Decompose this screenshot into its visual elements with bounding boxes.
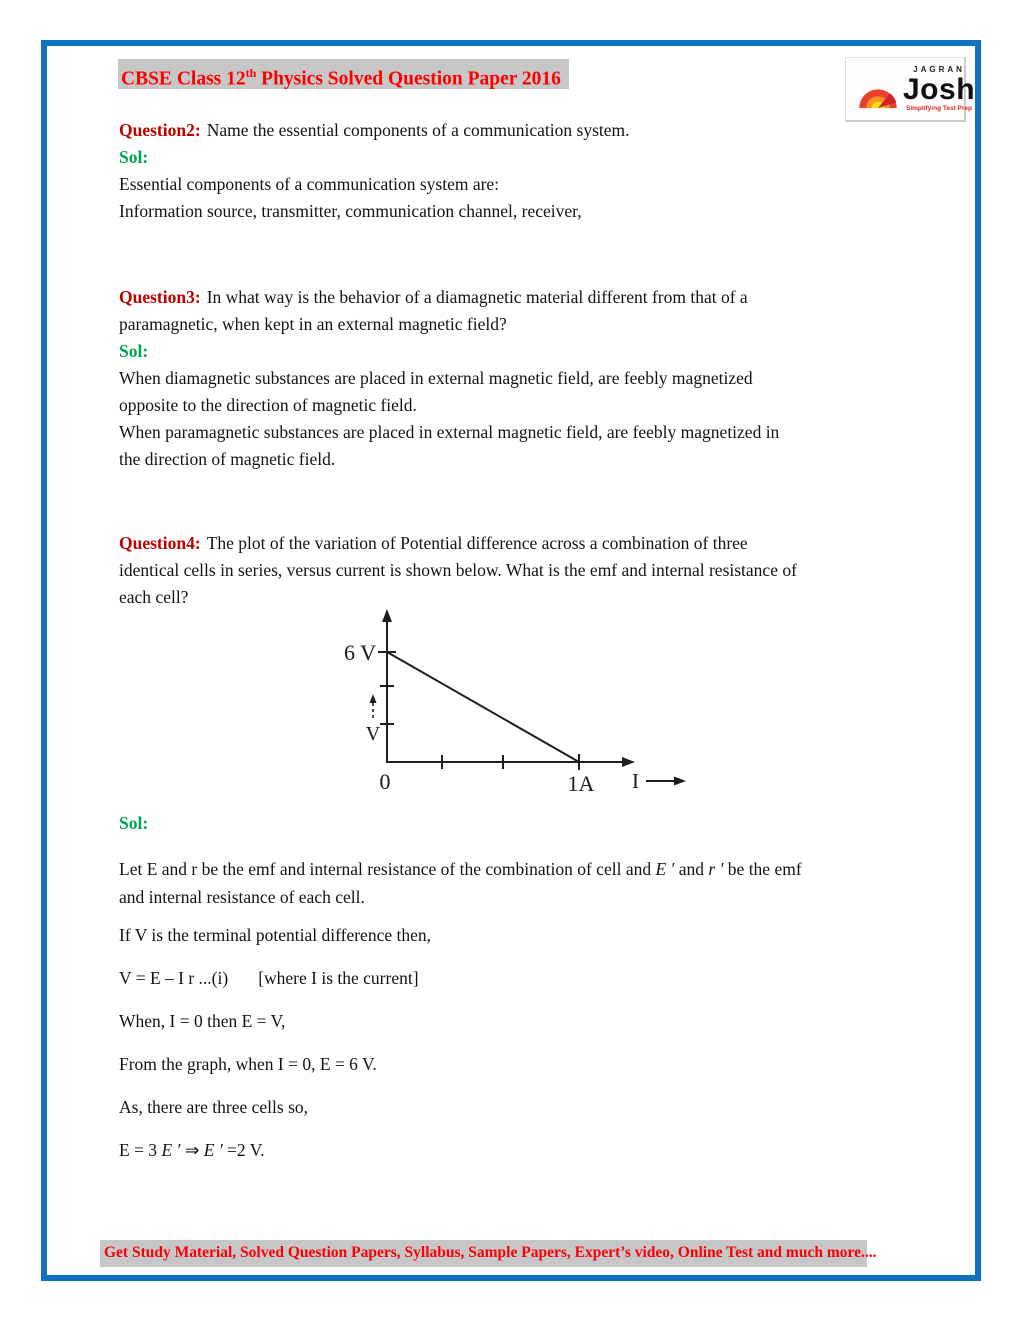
origin-label: 0 (380, 769, 391, 794)
question-2-sol-line: Information source, transmitter, communi… (119, 201, 582, 221)
question-3-line: paramagnetic, when kept in an external m… (119, 314, 507, 334)
question-3-text: Question3: In what way is the behavior of… (119, 284, 929, 311)
question-2-sol-line: Essential components of a communication … (119, 174, 500, 194)
sol-let-line-2: and internal resistance of each cell. (119, 887, 365, 907)
promo-footer: Get Study Material, Solved Question Pape… (100, 1240, 876, 1267)
v-i-data-line (386, 651, 580, 763)
question-3-sol-line: When paramagnetic substances are placed … (119, 422, 780, 442)
question-3-line: In what way is the behavior of a diamagn… (206, 287, 748, 307)
question-2-block: Question2: Name the essential components … (119, 117, 929, 225)
v-label-arrowhead (369, 694, 377, 703)
sol-line-from-graph: From the graph, when I = 0, E = 6 V. (119, 1054, 377, 1074)
y-axis-arrowhead (382, 609, 392, 622)
question-4-line: identical cells in series, versus curren… (119, 560, 797, 580)
sol-line-when-i-zero: When, I = 0 then E = V, (119, 1011, 286, 1031)
y-tick-label-6v: 6 V (344, 640, 376, 665)
resistance-symbol-italic: r ′ (708, 859, 724, 879)
question-4-label: Question4: (119, 533, 201, 553)
logo-brand-top: JAGRAN (913, 64, 965, 74)
emf-symbol-italic: E ′ (655, 859, 675, 879)
question-3-block: Question3: In what way is the behavior of… (119, 284, 929, 473)
question-2-label: Question2: (119, 120, 201, 140)
y-axis-label: V (366, 723, 381, 745)
v-vs-i-graph: 6 V V 0 1A I (344, 609, 686, 796)
emf-symbol-italic: E ′ (203, 1140, 223, 1160)
title-superscript: th (245, 66, 257, 80)
question-4-line: each cell? (119, 587, 189, 607)
x-label-arrowhead (674, 776, 686, 786)
question-3-sol-line: the direction of magnetic field. (119, 449, 336, 469)
question-4-text: Question4: The plot of the variation of P… (119, 530, 929, 557)
sol-line-equation-2: E = 3 E ′ ⇒ E ′ =2 V. (119, 1140, 265, 1160)
title-suffix: Physics Solved Question Paper 2016 (256, 68, 561, 90)
sol-line-terminal-pd: If V is the terminal potential differenc… (119, 925, 431, 945)
question-2-text: Question2: Name the essential components … (119, 117, 929, 144)
question-4-block: Question4: The plot of the variation of P… (119, 530, 929, 611)
sol-line-three-cells: As, there are three cells so, (119, 1097, 309, 1117)
question-2-sol-label: Sol: (119, 147, 149, 167)
equation-1: V = E – I r ...(i) (119, 968, 229, 988)
page-title: CBSE Class 12th Physics Solved Question … (118, 59, 569, 90)
logo-text: JAGRAN Josh Simplifying Test Prep (903, 64, 976, 113)
question-4-line: The plot of the variation of Potential d… (206, 533, 748, 553)
sol-line-equation-1: V = E – I r ...(i) [where I is the curren… (119, 968, 419, 989)
question-4-sol-label: Sol: (119, 813, 149, 833)
x-axis-arrowhead (622, 757, 635, 767)
x-axis-label: I (632, 769, 639, 793)
equation-1-note: [where I is the current] (258, 968, 419, 988)
x-tick-label-1a: 1A (568, 771, 595, 796)
question-4-sol-intro: Let E and r be the emf and internal resi… (119, 855, 929, 911)
question-3-label: Question3: (119, 287, 201, 307)
question-3-sol-label: Sol: (119, 341, 149, 361)
question-3-sol-line: When diamagnetic substances are placed i… (119, 368, 753, 388)
question-2-line: Name the essential components of a commu… (206, 120, 630, 140)
sol-let-line-1: Let E and r be the emf and internal resi… (119, 859, 802, 879)
logo-tagline: Simplifying Test Prep (906, 104, 972, 112)
page-border-frame (41, 40, 981, 1281)
logo-brand-main: Josh (903, 72, 976, 106)
emf-symbol-italic: E ′ (161, 1140, 181, 1160)
rainbow-gauge-icon (859, 89, 897, 109)
question-3-sol-line: opposite to the direction of magnetic fi… (119, 395, 417, 415)
jagran-josh-logo: JAGRAN Josh Simplifying Test Prep (845, 57, 975, 122)
title-prefix: CBSE Class 12 (121, 68, 246, 90)
